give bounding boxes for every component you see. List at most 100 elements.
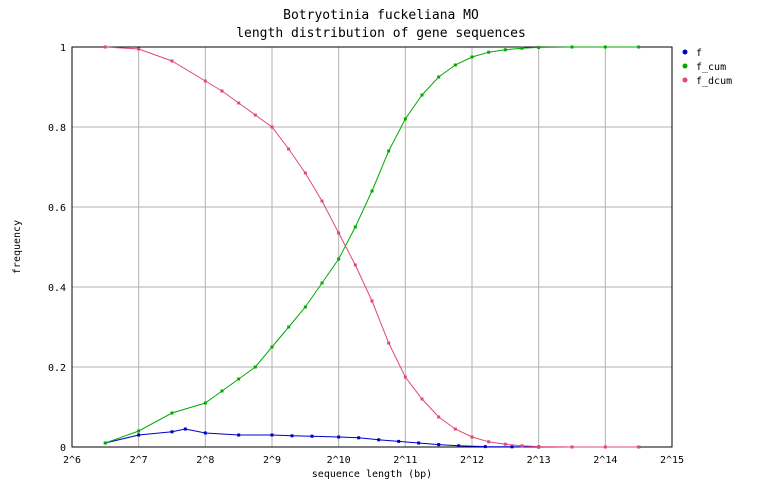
data-point	[303, 171, 307, 175]
data-point	[220, 89, 224, 93]
data-point	[337, 231, 341, 235]
data-point	[137, 429, 141, 433]
data-point	[487, 440, 491, 444]
x-tick-label: 2^8	[196, 455, 214, 466]
legend-marker	[682, 77, 688, 83]
data-point	[287, 147, 291, 151]
series-line	[105, 46, 639, 448]
x-tick-label: 2^10	[327, 455, 351, 466]
data-point	[203, 79, 207, 83]
x-axis-label: sequence length (bp)	[312, 469, 432, 480]
data-point	[137, 433, 141, 437]
data-point	[470, 435, 474, 439]
data-point	[377, 438, 381, 442]
data-point	[337, 435, 341, 439]
data-point	[453, 427, 457, 431]
data-point	[503, 442, 507, 446]
axes: 2^6 2^7 2^8 2^9 2^10 2^11 2^12 2^13 2^14 2^15 0 0.2…	[48, 43, 684, 466]
data-point	[510, 445, 514, 449]
data-point	[337, 257, 341, 261]
data-point	[603, 45, 607, 49]
x-tick-label: 2^9	[263, 455, 281, 466]
x-tick-label: 2^14	[593, 455, 617, 466]
x-tick-label: 2^6	[63, 455, 81, 466]
data-point	[137, 47, 141, 51]
data-point	[270, 433, 274, 437]
x-tick-label: 2^13	[527, 455, 551, 466]
data-point	[603, 445, 607, 449]
x-tick-label: 2^7	[130, 455, 148, 466]
data-point	[387, 341, 391, 345]
data-point	[310, 434, 314, 438]
data-point	[103, 45, 107, 49]
y-tick-label: 1	[60, 43, 66, 54]
data-point	[183, 427, 187, 431]
data-point	[403, 375, 407, 379]
data-point	[520, 444, 524, 448]
y-tick-label: 0.6	[48, 203, 66, 214]
data-point	[537, 445, 541, 449]
data-point	[170, 430, 174, 434]
data-point	[303, 305, 307, 309]
data-point	[420, 93, 424, 97]
data-point	[220, 389, 224, 393]
x-tick-label: 2^15	[660, 455, 684, 466]
data-point	[320, 281, 324, 285]
data-point	[537, 45, 541, 49]
data-point	[290, 434, 294, 438]
data-point	[237, 101, 241, 105]
data-point	[483, 445, 487, 449]
data-point	[253, 113, 257, 117]
data-point	[320, 199, 324, 203]
y-axis-label: frequency	[12, 220, 23, 274]
data-point	[270, 345, 274, 349]
data-point	[203, 431, 207, 435]
data-point	[353, 263, 357, 267]
data-point	[253, 365, 257, 369]
data-point	[397, 439, 401, 443]
data-point	[453, 63, 457, 67]
data-point	[357, 436, 361, 440]
data-point	[353, 225, 357, 229]
data-point	[420, 397, 424, 401]
series-line	[105, 428, 639, 448]
data-point	[520, 46, 524, 50]
series-f-dcum	[103, 45, 641, 449]
data-point	[170, 59, 174, 63]
data-point	[570, 45, 574, 49]
series-f	[103, 427, 641, 449]
data-point	[637, 445, 641, 449]
data-point	[487, 50, 491, 54]
y-tick-label: 0.4	[48, 283, 66, 294]
x-tick-label: 2^12	[460, 455, 484, 466]
series-layer	[103, 45, 641, 449]
data-point	[370, 189, 374, 193]
y-tick-label: 0.2	[48, 363, 66, 374]
data-point	[457, 444, 461, 448]
data-point	[417, 441, 421, 445]
data-point	[237, 433, 241, 437]
legend-marker	[682, 63, 688, 69]
legend-label: f_cum	[696, 62, 726, 73]
data-point	[203, 401, 207, 405]
data-point	[470, 55, 474, 59]
data-point	[237, 377, 241, 381]
data-point	[437, 415, 441, 419]
legend-label: f	[696, 48, 702, 59]
data-point	[403, 117, 407, 121]
series-f-cum	[103, 45, 641, 445]
legend-marker	[682, 49, 688, 55]
grid-lines	[72, 47, 672, 447]
data-point	[370, 299, 374, 303]
series-line	[105, 46, 639, 444]
data-point	[287, 325, 291, 329]
data-point	[570, 445, 574, 449]
chart-subtitle: length distribution of gene sequences	[236, 26, 526, 41]
data-point	[170, 411, 174, 415]
data-point	[387, 149, 391, 153]
chart-title: Botryotinia fuckeliana MO	[283, 8, 479, 23]
y-tick-label: 0.8	[48, 123, 66, 134]
data-point	[637, 45, 641, 49]
data-point	[437, 443, 441, 447]
